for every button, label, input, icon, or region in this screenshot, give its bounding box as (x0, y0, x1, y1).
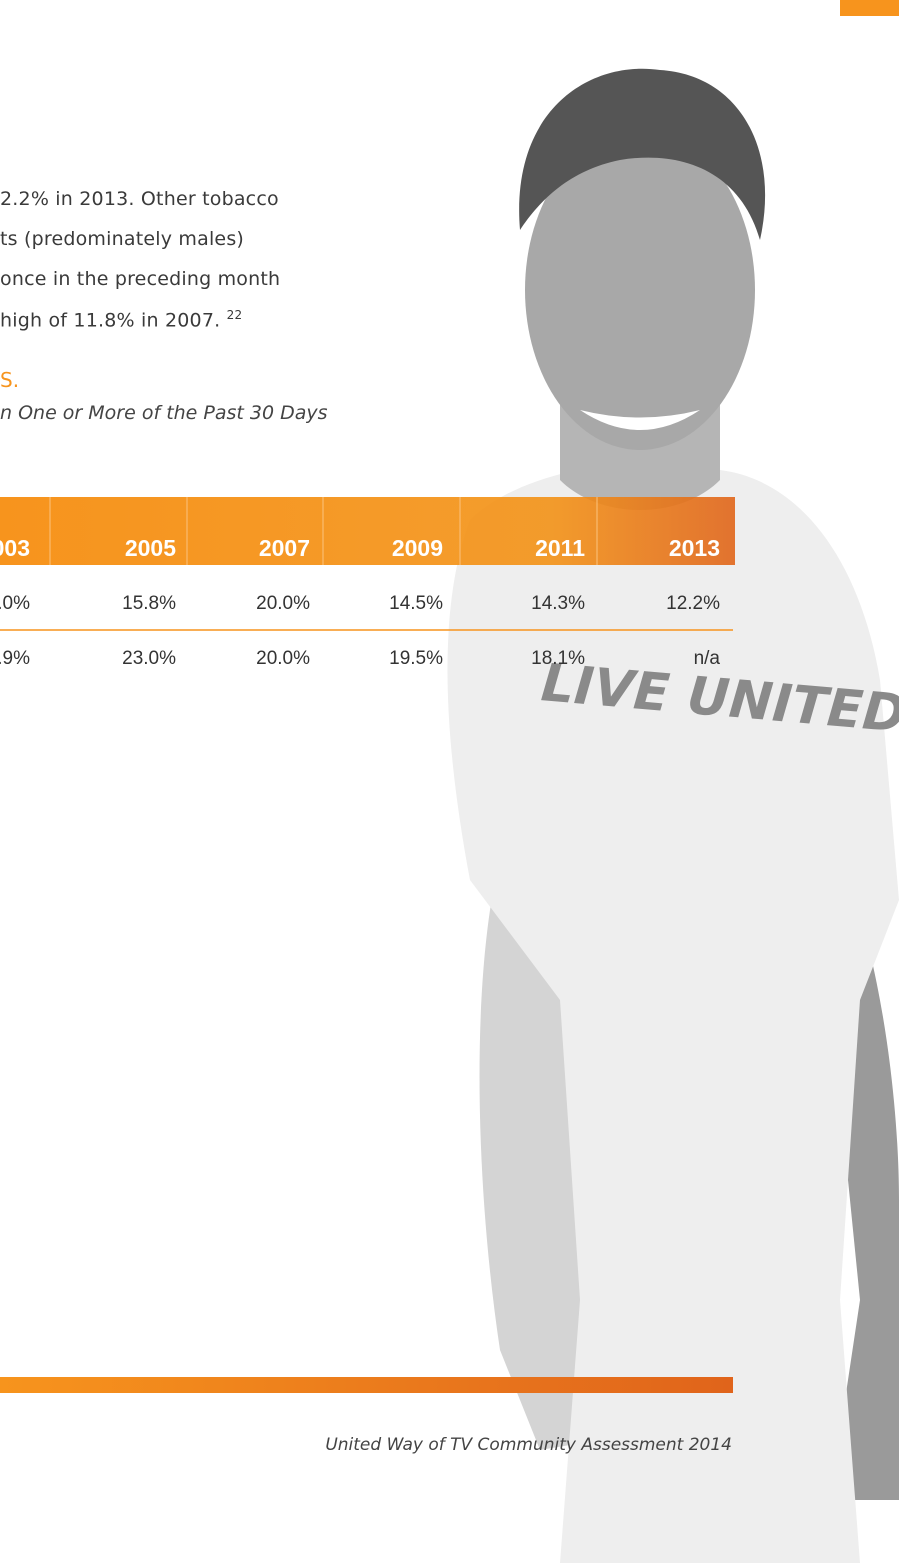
smile (580, 410, 700, 430)
footer-bar (0, 1377, 733, 1393)
corner-tab (840, 0, 899, 16)
footer: United Way of TV Community Assessment 20… (325, 1435, 732, 1455)
table-cell: 23.0% (122, 648, 176, 669)
paragraph-line: once in the preceding month (0, 268, 281, 290)
table-subtitle: n One or More of the Past 30 Days (0, 402, 328, 424)
table-cell: .0% (0, 593, 30, 614)
paragraph-line: ts (predominately males) (0, 228, 245, 250)
table-cell: 20.0% (256, 593, 310, 614)
paragraph-text: high of 11.8% in 2007. (0, 309, 221, 332)
table-cell: 14.5% (389, 593, 443, 614)
table-cell: 19.5% (389, 648, 443, 669)
hair (519, 68, 766, 240)
table-header-cell: 2007 (258, 535, 310, 561)
table-header-cell: 2013 (668, 535, 720, 561)
table-header-cell: 003 (0, 535, 30, 561)
table-cell: 18.1% (531, 648, 585, 669)
table-cell: n/a (693, 648, 720, 669)
table-header-cell: 2009 (391, 535, 443, 561)
paragraph-line: 2.2% in 2013. Other tobacco (0, 188, 279, 210)
table-header-bar (0, 497, 735, 565)
table-cell: 14.3% (531, 593, 585, 614)
face (525, 130, 755, 450)
table-cell: 12.2% (666, 593, 720, 614)
table-header-cell: 2005 (124, 535, 176, 561)
table-header-cell: 2011 (535, 535, 585, 561)
shirt (447, 462, 899, 1563)
paragraph-line: high of 11.8% in 2007. 22 (0, 308, 242, 331)
table-cell: 15.8% (122, 593, 176, 614)
footnote: 22 (226, 308, 243, 322)
table-cell: 20.0% (256, 648, 310, 669)
table-cell: .9% (0, 648, 30, 669)
table-heading: S. (0, 368, 20, 392)
